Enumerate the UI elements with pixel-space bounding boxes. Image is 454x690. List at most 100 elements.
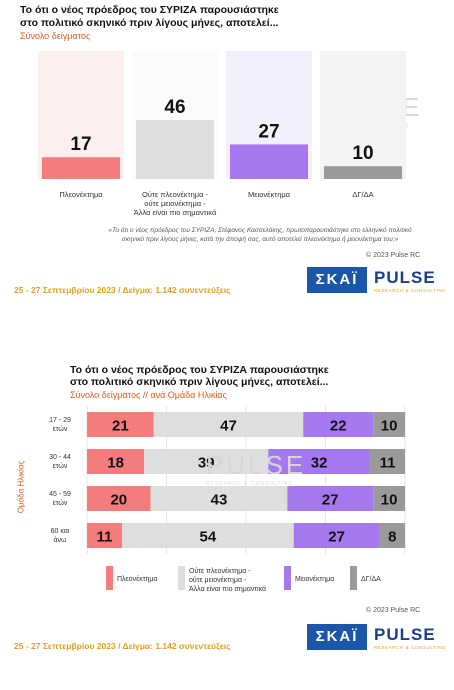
chart1-subtitle: Σύνολο δείγματος: [20, 31, 91, 41]
segment-value-label: 27: [322, 492, 339, 509]
chart1-footnote-line1: «Το ότι ο νέος πρόεδρος του ΣΥΡΙΖΑ, Στέφ…: [108, 227, 412, 234]
category-label: Ούτε πλεονέκτημα - ούτε μειονέκτημα - Άλλα…: [132, 190, 218, 217]
pulse-logo-1: PULSE RESEARCH & CONSULTING: [374, 268, 446, 293]
stacked-bar-segment: [287, 486, 374, 511]
bar-background: [320, 51, 406, 179]
pulse-logo-2: PULSE RESEARCH & CONSULTING: [374, 625, 446, 650]
skai-logo-2: ΣΚΑΪ: [307, 624, 367, 650]
stacked-bar-segment: [87, 449, 145, 474]
segment-value-label: 32: [311, 455, 328, 472]
footer-date-text-2: 25 - 27 Σεπτεμβρίου 2023 / Δείγμα: 1.142…: [14, 641, 231, 651]
stacked-bar-segment: [87, 486, 151, 511]
segment-value-label: 39: [198, 455, 215, 472]
chart1-title-line1: Το ότι ο νέος πρόεδρος του ΣΥΡΙΖΑ παρουσ…: [20, 4, 279, 16]
pulse-logo-sub-1: RESEARCH & CONSULTING: [374, 288, 447, 293]
stacked-bar-segment: [303, 412, 374, 437]
category-label-line: Άλλα είναι πιο σημαντικά: [133, 208, 217, 217]
stacked-bar-segment: [87, 412, 154, 437]
age-group-label-line: άνω: [53, 536, 67, 544]
segment-value-label: 43: [211, 492, 228, 509]
chart1-footnote-line2: σκηνικό πριν λίγους μήνες, κατά την άποψ…: [121, 236, 399, 243]
legend-label-line: Πλεονέκτημα: [117, 576, 158, 583]
legend-label: Μειονέκτημα: [295, 575, 334, 584]
chart2-copyright: © 2023 Pulse RC: [366, 607, 421, 614]
segment-value-label: 18: [107, 455, 124, 472]
age-group-label-line: 30 - 44: [49, 453, 71, 461]
segment-value-label: 22: [330, 418, 347, 435]
category-label-line: ούτε μειονέκτημα -: [144, 199, 206, 208]
legend-label: ΔΓ/ΔΑ: [361, 575, 381, 584]
legend-label-line: Ούτε πλεονέκτημα -: [189, 568, 251, 575]
segment-value-label: 11: [97, 529, 113, 546]
segment-value-label: 8: [388, 529, 396, 546]
bar-value-label: 10: [352, 143, 373, 164]
chart1-title-line2: στο πολιτικό σκηνικό πριν λίγους μήνες, …: [20, 17, 279, 29]
chart2-title-line2: στο πολιτικό σκηνικό πριν λίγους μήνες, …: [70, 376, 329, 388]
pulse-watermark-2: PULSE RESEARCH & CONSULTING: [206, 450, 306, 487]
watermark-sub-2: RESEARCH & CONSULTING: [206, 481, 294, 487]
category-label-line: Μειονέκτημα: [247, 190, 291, 199]
segment-value-label: 10: [381, 418, 398, 435]
stacked-bar-segment: [379, 523, 405, 548]
category-label: Μειονέκτημα: [226, 190, 312, 199]
category-label: ΔΓ/ΔΑ: [320, 190, 406, 199]
legend-label-line: ούτε μειονέκτημα -: [189, 577, 247, 584]
legend-swatch: [106, 566, 113, 590]
category-label-line: ΔΓ/ΔΑ: [352, 190, 374, 199]
stacked-bar-segment: [373, 412, 405, 437]
bar: [42, 157, 120, 179]
chart1-vertical-bar-chart: 17 46 27 10: [38, 51, 406, 179]
pulse-logo-text-2: PULSE: [374, 625, 436, 644]
category-label: Πλεονέκτημα: [38, 190, 124, 199]
bar: [230, 144, 308, 179]
age-group-label: 60 και άνω: [36, 527, 84, 545]
footer-date-text-1: 25 - 27 Σεπτεμβρίου 2023 / Δείγμα: 1.142…: [14, 285, 231, 295]
bar-value-label: 27: [258, 121, 279, 142]
stacked-bar-segment: [144, 449, 269, 474]
legend-swatch: [350, 566, 357, 590]
chart1-copyright: © 2023 Pulse RC: [366, 252, 421, 259]
stacked-bar-segment: [150, 486, 288, 511]
age-group-label: 17 - 29 ετών: [36, 416, 84, 434]
age-group-label-line: 45 - 59: [49, 490, 71, 498]
segment-value-label: 20: [110, 492, 127, 509]
bar: [136, 120, 214, 179]
legend-label: Ούτε πλεονέκτημα - ούτε μειονέκτημα - Άλλα…: [189, 567, 266, 594]
pulse-logo-sub-2: RESEARCH & CONSULTING: [374, 645, 447, 650]
stacked-bar-segment: [268, 449, 371, 474]
age-group-label-line: 60 και: [50, 527, 70, 535]
stacked-bar-segment: [293, 523, 380, 548]
age-group-label-line: ετών: [52, 462, 68, 470]
bar: [324, 166, 402, 179]
bar-value-label: 46: [164, 97, 185, 118]
age-group-label-line: ετών: [52, 425, 68, 433]
skai-logo-1: ΣΚΑΪ: [307, 267, 367, 293]
legend-swatch: [284, 566, 291, 590]
bar-value-label: 17: [70, 134, 91, 155]
legend-label-line: ΔΓ/ΔΑ: [361, 576, 381, 583]
category-label-line: Ούτε πλεονέκτημα -: [142, 190, 208, 199]
segment-value-label: 21: [112, 418, 129, 435]
age-group-label: 30 - 44 ετών: [36, 453, 84, 471]
stacked-bar-segment: [373, 486, 405, 511]
stacked-bar-segment: [153, 412, 304, 437]
watermark-text-2: PULSE: [206, 450, 307, 480]
segment-value-label: 11: [380, 455, 396, 472]
legend-swatch: [178, 566, 185, 590]
chart2-stacked-bar-chart: 0255075100214722101839321120432710115427…: [86, 406, 406, 554]
segment-value-label: 10: [381, 492, 398, 509]
stacked-bar-segment: [121, 523, 294, 548]
chart2-subtitle: Σύνολο δείγματος // ανά Ομάδα Ηλικίας: [70, 390, 227, 400]
legend-label: Πλεονέκτημα: [117, 575, 157, 584]
age-group-label-line: ετών: [52, 499, 68, 507]
legend-label-line: Άλλα είναι πιο σημαντικά: [189, 586, 267, 593]
pulse-logo-text-1: PULSE: [374, 268, 436, 287]
age-group-label-line: 17 - 29: [49, 416, 71, 424]
segment-value-label: 27: [328, 529, 345, 546]
segment-value-label: 47: [220, 418, 237, 435]
legend-label-line: Μειονέκτημα: [295, 576, 335, 583]
age-group-label: 45 - 59 ετών: [36, 490, 84, 508]
category-label-line: Πλεονέκτημα: [59, 190, 103, 199]
chart2-title-line1: Το ότι ο νέος πρόεδρος του ΣΥΡΙΖΑ παρουσ…: [70, 364, 329, 376]
stacked-bar-segment: [370, 449, 405, 474]
